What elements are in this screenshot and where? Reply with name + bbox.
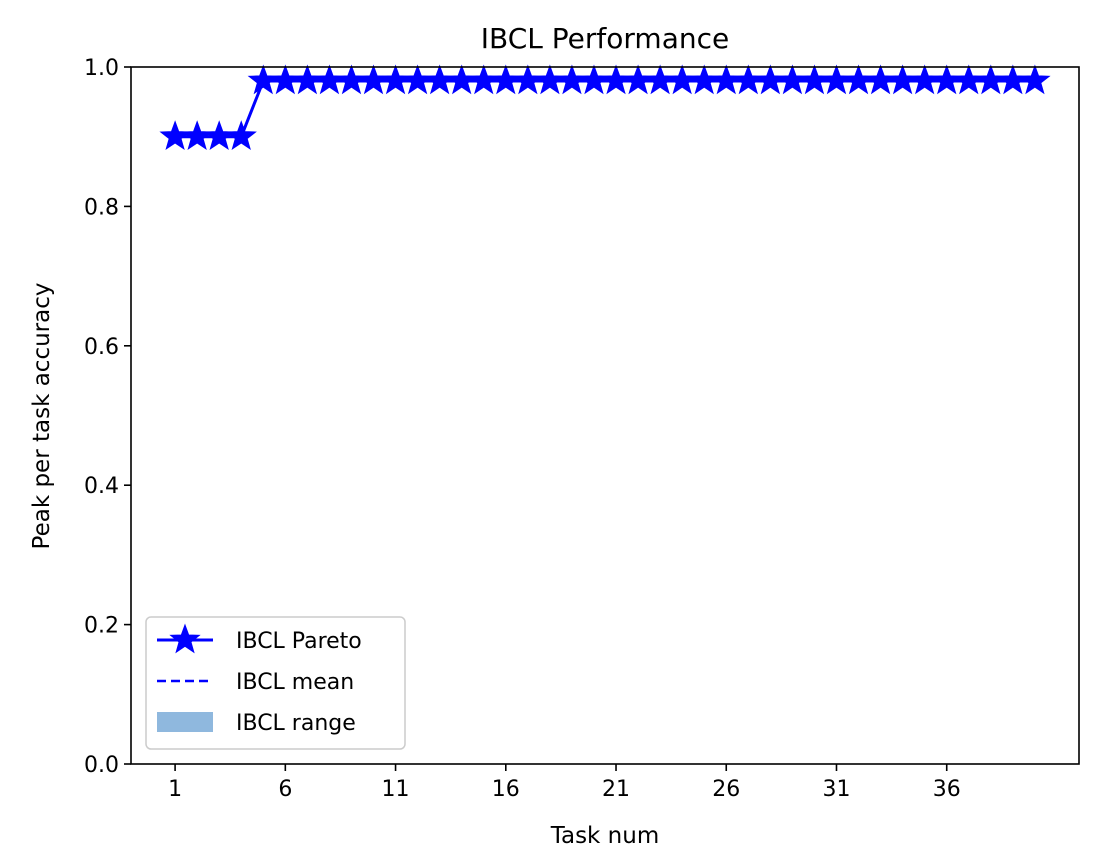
y-axis-label: Peak per task accuracy: [29, 283, 55, 550]
plot-area-frame: [130, 66, 1080, 765]
ibcl-pareto-point: [225, 120, 257, 151]
y-tick-label: 0.0: [84, 753, 119, 778]
y-axis-ticks: 0.0 0.2 0.4 0.6 0.8 1.0: [84, 56, 131, 778]
y-tick-label: 0.6: [84, 335, 119, 360]
legend-label: IBCL range: [236, 711, 356, 736]
legend-star-marker: [169, 623, 201, 654]
ibcl-pareto-line: [175, 79, 1035, 139]
y-tick-label: 1.0: [84, 56, 119, 81]
legend-item: IBCL Pareto: [157, 623, 362, 654]
x-tick-label: 36: [933, 777, 961, 802]
legend: IBCL Pareto IBCL mean IBCL range: [145, 616, 406, 750]
x-tick-label: 26: [712, 777, 740, 802]
x-tick-label: 21: [602, 777, 630, 802]
x-tick-label: 6: [278, 777, 292, 802]
legend-label: IBCL Pareto: [236, 629, 362, 654]
x-tick-label: 1: [168, 777, 182, 802]
legend-swatch-range: [157, 712, 213, 732]
chart-title: IBCL Performance: [481, 22, 729, 55]
legend-item: IBCL range: [157, 711, 356, 736]
x-axis-ticks: 1 6 11 16 21 26 31 36: [168, 764, 961, 802]
series-line-layer: [175, 79, 1035, 139]
x-axis-label: Task num: [550, 823, 660, 849]
x-tick-label: 11: [382, 777, 410, 802]
y-tick-label: 0.2: [84, 614, 119, 639]
ibcl-pareto-point: [1019, 64, 1051, 95]
x-tick-label: 31: [822, 777, 850, 802]
series-marker-layer: [159, 64, 1051, 151]
y-tick-label: 0.8: [84, 195, 119, 220]
legend-label: IBCL mean: [236, 670, 354, 695]
legend-item: IBCL mean: [157, 670, 354, 695]
x-tick-label: 16: [492, 777, 520, 802]
y-tick-label: 0.4: [84, 474, 119, 499]
